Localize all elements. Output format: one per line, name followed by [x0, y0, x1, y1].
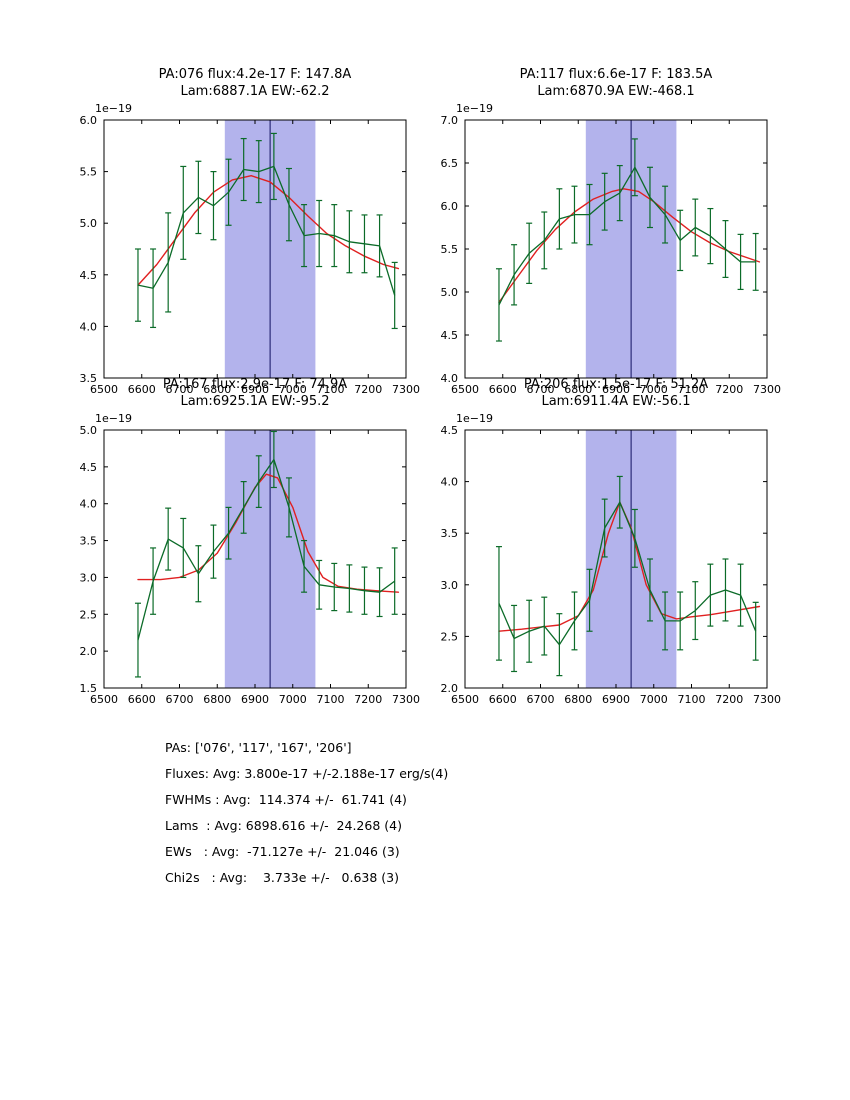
svg-text:6500: 6500	[451, 383, 479, 396]
subplot-pa167-title: PA:167 flux:2.9e-17 F: 74.9A Lam:6925.1A…	[104, 376, 406, 410]
svg-text:6600: 6600	[128, 693, 156, 706]
svg-text:4.0: 4.0	[80, 320, 98, 333]
plot-canvas-pa117: 6500 6600 6700 6800 6900 7000 7100 7200 7300 4.0 4…	[441, 102, 782, 396]
summary-line-fwhms: FWHMs : Avg: 114.374 +/- 61.741 (4)	[165, 792, 407, 807]
svg-text:7000: 7000	[279, 383, 307, 396]
svg-text:4.5: 4.5	[80, 461, 98, 474]
subplot-pa206: PA:206 flux:1.5e-17 F: 51.2A Lam:6911.4A…	[421, 376, 783, 716]
svg-text:3.5: 3.5	[441, 527, 459, 540]
svg-text:2.0: 2.0	[441, 682, 459, 695]
svg-text:6900: 6900	[602, 693, 630, 706]
svg-text:4.0: 4.0	[441, 476, 459, 489]
svg-text:5.0: 5.0	[441, 286, 459, 299]
svg-text:7100: 7100	[678, 693, 706, 706]
svg-text:3.0: 3.0	[441, 579, 459, 592]
svg-text:7300: 7300	[392, 383, 420, 396]
summary-text: PAs: ['076', '117', '167', '206'] Fluxes…	[165, 740, 448, 896]
subplot-title-line2: Lam:6870.9A EW:-468.1	[537, 84, 695, 99]
subplot-pa117: PA:117 flux:6.6e-17 F: 183.5A Lam:6870.9…	[421, 66, 783, 406]
svg-text:6.0: 6.0	[80, 114, 98, 127]
svg-text:6600: 6600	[128, 383, 156, 396]
svg-text:2.5: 2.5	[441, 630, 459, 643]
svg-text:6500: 6500	[90, 383, 118, 396]
svg-text:7000: 7000	[640, 693, 668, 706]
svg-text:1e−19: 1e−19	[95, 102, 132, 115]
svg-text:7.0: 7.0	[441, 114, 459, 127]
svg-text:2.0: 2.0	[80, 645, 98, 658]
svg-text:6900: 6900	[241, 383, 269, 396]
subplot-title-line2: Lam:6887.1A EW:-62.2	[180, 84, 330, 99]
svg-text:6800: 6800	[564, 693, 592, 706]
svg-text:1e−19: 1e−19	[456, 412, 493, 425]
svg-text:3.0: 3.0	[80, 571, 98, 584]
svg-text:6.0: 6.0	[441, 200, 459, 213]
subplot-title-line1: PA:167 flux:2.9e-17 F: 74.9A	[162, 377, 348, 392]
svg-text:1e−19: 1e−19	[456, 102, 493, 115]
svg-text:4.0: 4.0	[441, 372, 459, 385]
svg-text:7300: 7300	[753, 693, 781, 706]
subplot-pa076-title: PA:076 flux:4.2e-17 F: 147.8A Lam:6887.1…	[104, 66, 406, 100]
svg-text:6800: 6800	[203, 383, 231, 396]
subplot-pa167: PA:167 flux:2.9e-17 F: 74.9A Lam:6925.1A…	[60, 376, 422, 716]
svg-text:4.0: 4.0	[80, 498, 98, 511]
svg-text:7000: 7000	[279, 693, 307, 706]
subplot-title-line2: Lam:6911.4A EW:-56.1	[541, 394, 691, 409]
summary-line-lams: Lams : Avg: 6898.616 +/- 24.268 (4)	[165, 818, 402, 833]
svg-text:7000: 7000	[640, 383, 668, 396]
svg-text:7200: 7200	[715, 383, 743, 396]
svg-text:5.5: 5.5	[80, 166, 98, 179]
svg-text:7200: 7200	[354, 383, 382, 396]
svg-text:6700: 6700	[166, 693, 194, 706]
svg-text:4.5: 4.5	[80, 269, 98, 282]
subplot-title-line1: PA:076 flux:4.2e-17 F: 147.8A	[158, 67, 352, 82]
summary-line-fluxes: Fluxes: Avg: 3.800e-17 +/-2.188e-17 erg/…	[165, 766, 449, 781]
svg-text:6900: 6900	[602, 383, 630, 396]
plot-canvas-pa076: 6500 6600 6700 6800 6900 7000 7100 7200 7300 3.5 4…	[80, 102, 421, 396]
svg-text:6600: 6600	[489, 693, 517, 706]
svg-text:7100: 7100	[317, 693, 345, 706]
svg-text:7200: 7200	[715, 693, 743, 706]
svg-text:6500: 6500	[451, 693, 479, 706]
plot-canvas-pa167: 6500 6600 6700 6800 6900 7000 7100 7200 7300 1.5 2…	[80, 412, 421, 706]
svg-text:5.5: 5.5	[441, 243, 459, 256]
svg-text:6600: 6600	[489, 383, 517, 396]
svg-text:6700: 6700	[527, 383, 555, 396]
svg-text:7100: 7100	[678, 383, 706, 396]
summary-line-pas: PAs: ['076', '117', '167', '206']	[165, 740, 352, 755]
svg-text:7300: 7300	[392, 693, 420, 706]
summary-line-ews: EWs : Avg: -71.127e +/- 21.046 (3)	[165, 844, 400, 859]
svg-text:6500: 6500	[90, 693, 118, 706]
summary-line-chi2s: Chi2s : Avg: 3.733e +/- 0.638 (3)	[165, 870, 399, 885]
svg-text:7100: 7100	[317, 383, 345, 396]
svg-text:7300: 7300	[753, 383, 781, 396]
svg-text:6900: 6900	[241, 693, 269, 706]
svg-text:5.0: 5.0	[80, 217, 98, 230]
subplot-title-line1: PA:206 flux:1.5e-17 F: 51.2A	[523, 377, 709, 392]
plot-canvas-pa206: 6500 6600 6700 6800 6900 7000 7100 7200 7300 2.0 2…	[441, 412, 782, 706]
subplot-title-line2: Lam:6925.1A EW:-95.2	[180, 394, 330, 409]
svg-text:2.5: 2.5	[80, 608, 98, 621]
subplot-pa117-title: PA:117 flux:6.6e-17 F: 183.5A Lam:6870.9…	[465, 66, 767, 100]
svg-text:7200: 7200	[354, 693, 382, 706]
svg-text:6700: 6700	[166, 383, 194, 396]
svg-text:6800: 6800	[564, 383, 592, 396]
svg-text:3.5: 3.5	[80, 535, 98, 548]
svg-text:3.5: 3.5	[80, 372, 98, 385]
svg-text:1e−19: 1e−19	[95, 412, 132, 425]
subplot-pa076: PA:076 flux:4.2e-17 F: 147.8A Lam:6887.1…	[60, 66, 422, 406]
subplot-pa206-title: PA:206 flux:1.5e-17 F: 51.2A Lam:6911.4A…	[465, 376, 767, 410]
subplot-title-line1: PA:117 flux:6.6e-17 F: 183.5A	[519, 67, 713, 82]
svg-text:1.5: 1.5	[80, 682, 98, 695]
svg-text:5.0: 5.0	[80, 424, 98, 437]
svg-text:6.5: 6.5	[441, 157, 459, 170]
svg-text:4.5: 4.5	[441, 424, 459, 437]
svg-text:6700: 6700	[527, 693, 555, 706]
svg-text:4.5: 4.5	[441, 329, 459, 342]
svg-text:6800: 6800	[203, 693, 231, 706]
